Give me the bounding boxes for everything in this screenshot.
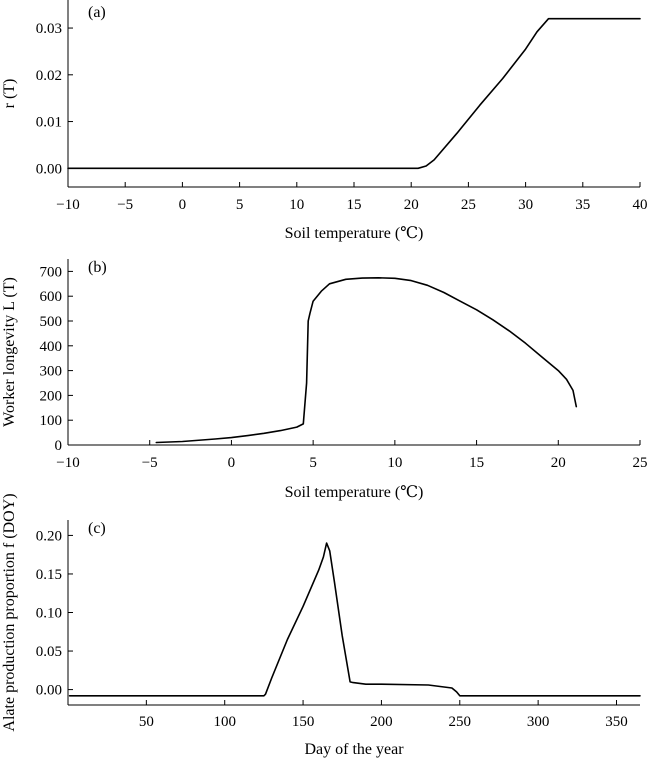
y-tick-label: 0 xyxy=(55,438,63,454)
y-tick-label: 600 xyxy=(40,289,63,305)
x-axis-title: Soil temperature (℃) xyxy=(285,484,424,501)
x-tick-label: −10 xyxy=(56,455,79,471)
x-tick-label: 20 xyxy=(404,197,419,213)
x-tick-label: 10 xyxy=(387,455,402,471)
x-axis-title: Soil temperature (℃) xyxy=(285,225,424,242)
x-tick-label: 250 xyxy=(449,714,472,730)
x-tick-label: 35 xyxy=(575,197,590,213)
y-tick-label: 0.00 xyxy=(36,683,62,699)
x-tick-label: −5 xyxy=(117,197,133,213)
x-tick-label: −10 xyxy=(56,197,79,213)
y-tick-label: 0.00 xyxy=(36,161,62,177)
y-tick-label: 0.10 xyxy=(36,606,62,622)
y-tick-label: 0.02 xyxy=(36,68,62,84)
x-tick-label: 25 xyxy=(633,455,648,471)
x-tick-label: 15 xyxy=(347,197,362,213)
x-tick-label: 30 xyxy=(518,197,533,213)
y-tick-label: 500 xyxy=(40,314,63,330)
y-tick-label: 200 xyxy=(40,388,63,404)
x-tick-label: 10 xyxy=(289,197,304,213)
x-tick-label: 100 xyxy=(213,714,236,730)
y-tick-label: 0.03 xyxy=(36,21,62,37)
y-axis-title: Worker longevity L (T) xyxy=(1,277,18,427)
series-line-c xyxy=(68,542,641,697)
x-tick-label: −5 xyxy=(142,455,158,471)
x-tick-label: 150 xyxy=(292,714,315,730)
y-tick-label: 0.15 xyxy=(36,567,62,583)
y-tick-label: 400 xyxy=(40,339,63,355)
y-tick-label: 100 xyxy=(40,413,63,429)
panel-c: 50 100 150 200 250 300 350 0.00 0.05 0.10 0.15 0.20… xyxy=(1,493,641,758)
y-axis-title: Alate production proportion f (DOY) xyxy=(1,493,18,731)
x-tick-label: 200 xyxy=(370,714,393,730)
series-line-b xyxy=(155,276,578,444)
panel-label-c: (c) xyxy=(88,520,106,537)
x-axis-title: Day of the year xyxy=(304,741,404,758)
x-tick-label: 20 xyxy=(551,455,566,471)
x-tick-label: 0 xyxy=(228,455,236,471)
x-tick-label: 40 xyxy=(633,197,648,213)
y-tick-label: 0.01 xyxy=(36,115,62,131)
y-tick-label: 0.20 xyxy=(36,528,62,544)
panel-b: −10 −5 0 5 10 15 20 25 0 100 200 300 400 500 600 700 (b)… xyxy=(1,259,648,501)
x-tick-label: 5 xyxy=(236,197,244,213)
y-tick-label: 300 xyxy=(40,364,63,380)
panel-a: −10 −5 0 5 10 15 20 25 30 35 40 0.00 0.01 0.02 0.03 (a)… xyxy=(1,0,648,242)
y-axis-title: r (T) xyxy=(1,79,18,109)
x-tick-label: 350 xyxy=(605,714,628,730)
x-tick-label: 0 xyxy=(179,197,187,213)
x-tick-label: 15 xyxy=(469,455,484,471)
x-tick-label: 5 xyxy=(309,455,317,471)
series-line-a xyxy=(67,17,641,170)
x-tick-label: 50 xyxy=(139,714,154,730)
x-tick-label: 300 xyxy=(527,714,550,730)
y-tick-label: 700 xyxy=(40,264,63,280)
panel-label-a: (a) xyxy=(88,4,106,21)
x-tick-label: 25 xyxy=(461,197,476,213)
y-tick-label: 0.05 xyxy=(36,644,62,660)
panel-label-b: (b) xyxy=(88,259,107,276)
